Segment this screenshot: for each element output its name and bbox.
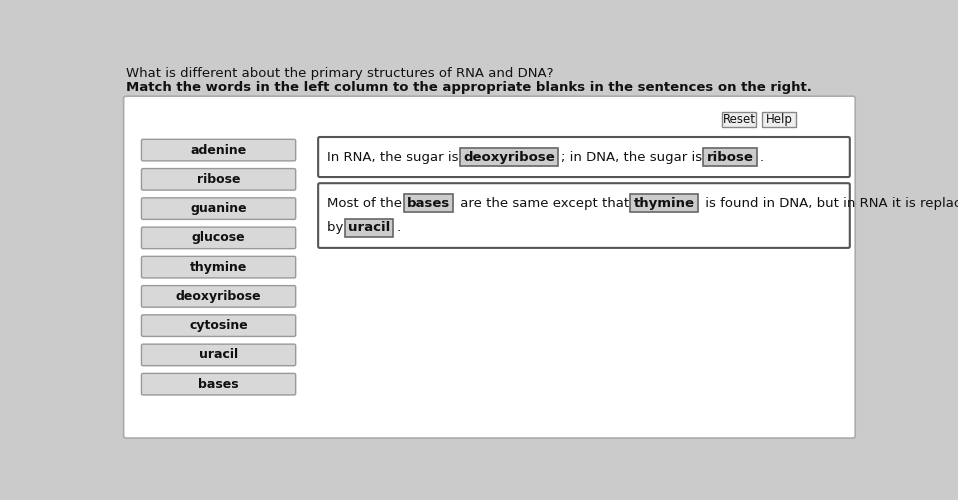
FancyBboxPatch shape — [318, 183, 850, 248]
Text: are the same except that: are the same except that — [456, 196, 633, 209]
FancyBboxPatch shape — [142, 227, 296, 248]
Text: deoxyribose: deoxyribose — [464, 150, 555, 164]
Text: uracil: uracil — [348, 222, 390, 234]
Text: In RNA, the sugar is: In RNA, the sugar is — [328, 150, 464, 164]
FancyBboxPatch shape — [460, 148, 559, 166]
Text: ribose: ribose — [706, 150, 753, 164]
FancyBboxPatch shape — [142, 256, 296, 278]
FancyBboxPatch shape — [142, 344, 296, 366]
Text: Match the words in the left column to the appropriate blanks in the sentences on: Match the words in the left column to th… — [125, 81, 811, 94]
FancyBboxPatch shape — [142, 374, 296, 395]
Text: guanine: guanine — [191, 202, 247, 215]
FancyBboxPatch shape — [763, 112, 796, 127]
Text: Reset: Reset — [722, 113, 756, 126]
Text: by: by — [328, 222, 348, 234]
FancyBboxPatch shape — [142, 315, 296, 336]
Text: cytosine: cytosine — [189, 319, 248, 332]
Text: What is different about the primary structures of RNA and DNA?: What is different about the primary stru… — [125, 68, 554, 80]
Text: bases: bases — [198, 378, 239, 390]
Text: thymine: thymine — [633, 196, 695, 209]
FancyBboxPatch shape — [345, 219, 394, 236]
Text: .: . — [760, 150, 764, 164]
Text: thymine: thymine — [190, 260, 247, 274]
FancyBboxPatch shape — [403, 194, 453, 212]
Text: deoxyribose: deoxyribose — [175, 290, 262, 303]
FancyBboxPatch shape — [142, 286, 296, 307]
Text: uracil: uracil — [199, 348, 239, 362]
Text: ribose: ribose — [196, 173, 240, 186]
FancyBboxPatch shape — [142, 140, 296, 161]
FancyBboxPatch shape — [630, 194, 697, 212]
Text: ; in DNA, the sugar is: ; in DNA, the sugar is — [561, 150, 706, 164]
Text: is found in DNA, but in RNA it is replaced: is found in DNA, but in RNA it is replac… — [700, 196, 958, 209]
Text: bases: bases — [407, 196, 450, 209]
Text: adenine: adenine — [191, 144, 247, 156]
FancyBboxPatch shape — [722, 112, 756, 127]
Text: Help: Help — [765, 113, 792, 126]
FancyBboxPatch shape — [142, 198, 296, 220]
Text: .: . — [397, 222, 400, 234]
FancyBboxPatch shape — [703, 148, 757, 166]
Text: Most of the: Most of the — [328, 196, 407, 209]
FancyBboxPatch shape — [318, 137, 850, 177]
FancyBboxPatch shape — [142, 168, 296, 190]
FancyBboxPatch shape — [124, 96, 855, 438]
Text: glucose: glucose — [192, 232, 245, 244]
